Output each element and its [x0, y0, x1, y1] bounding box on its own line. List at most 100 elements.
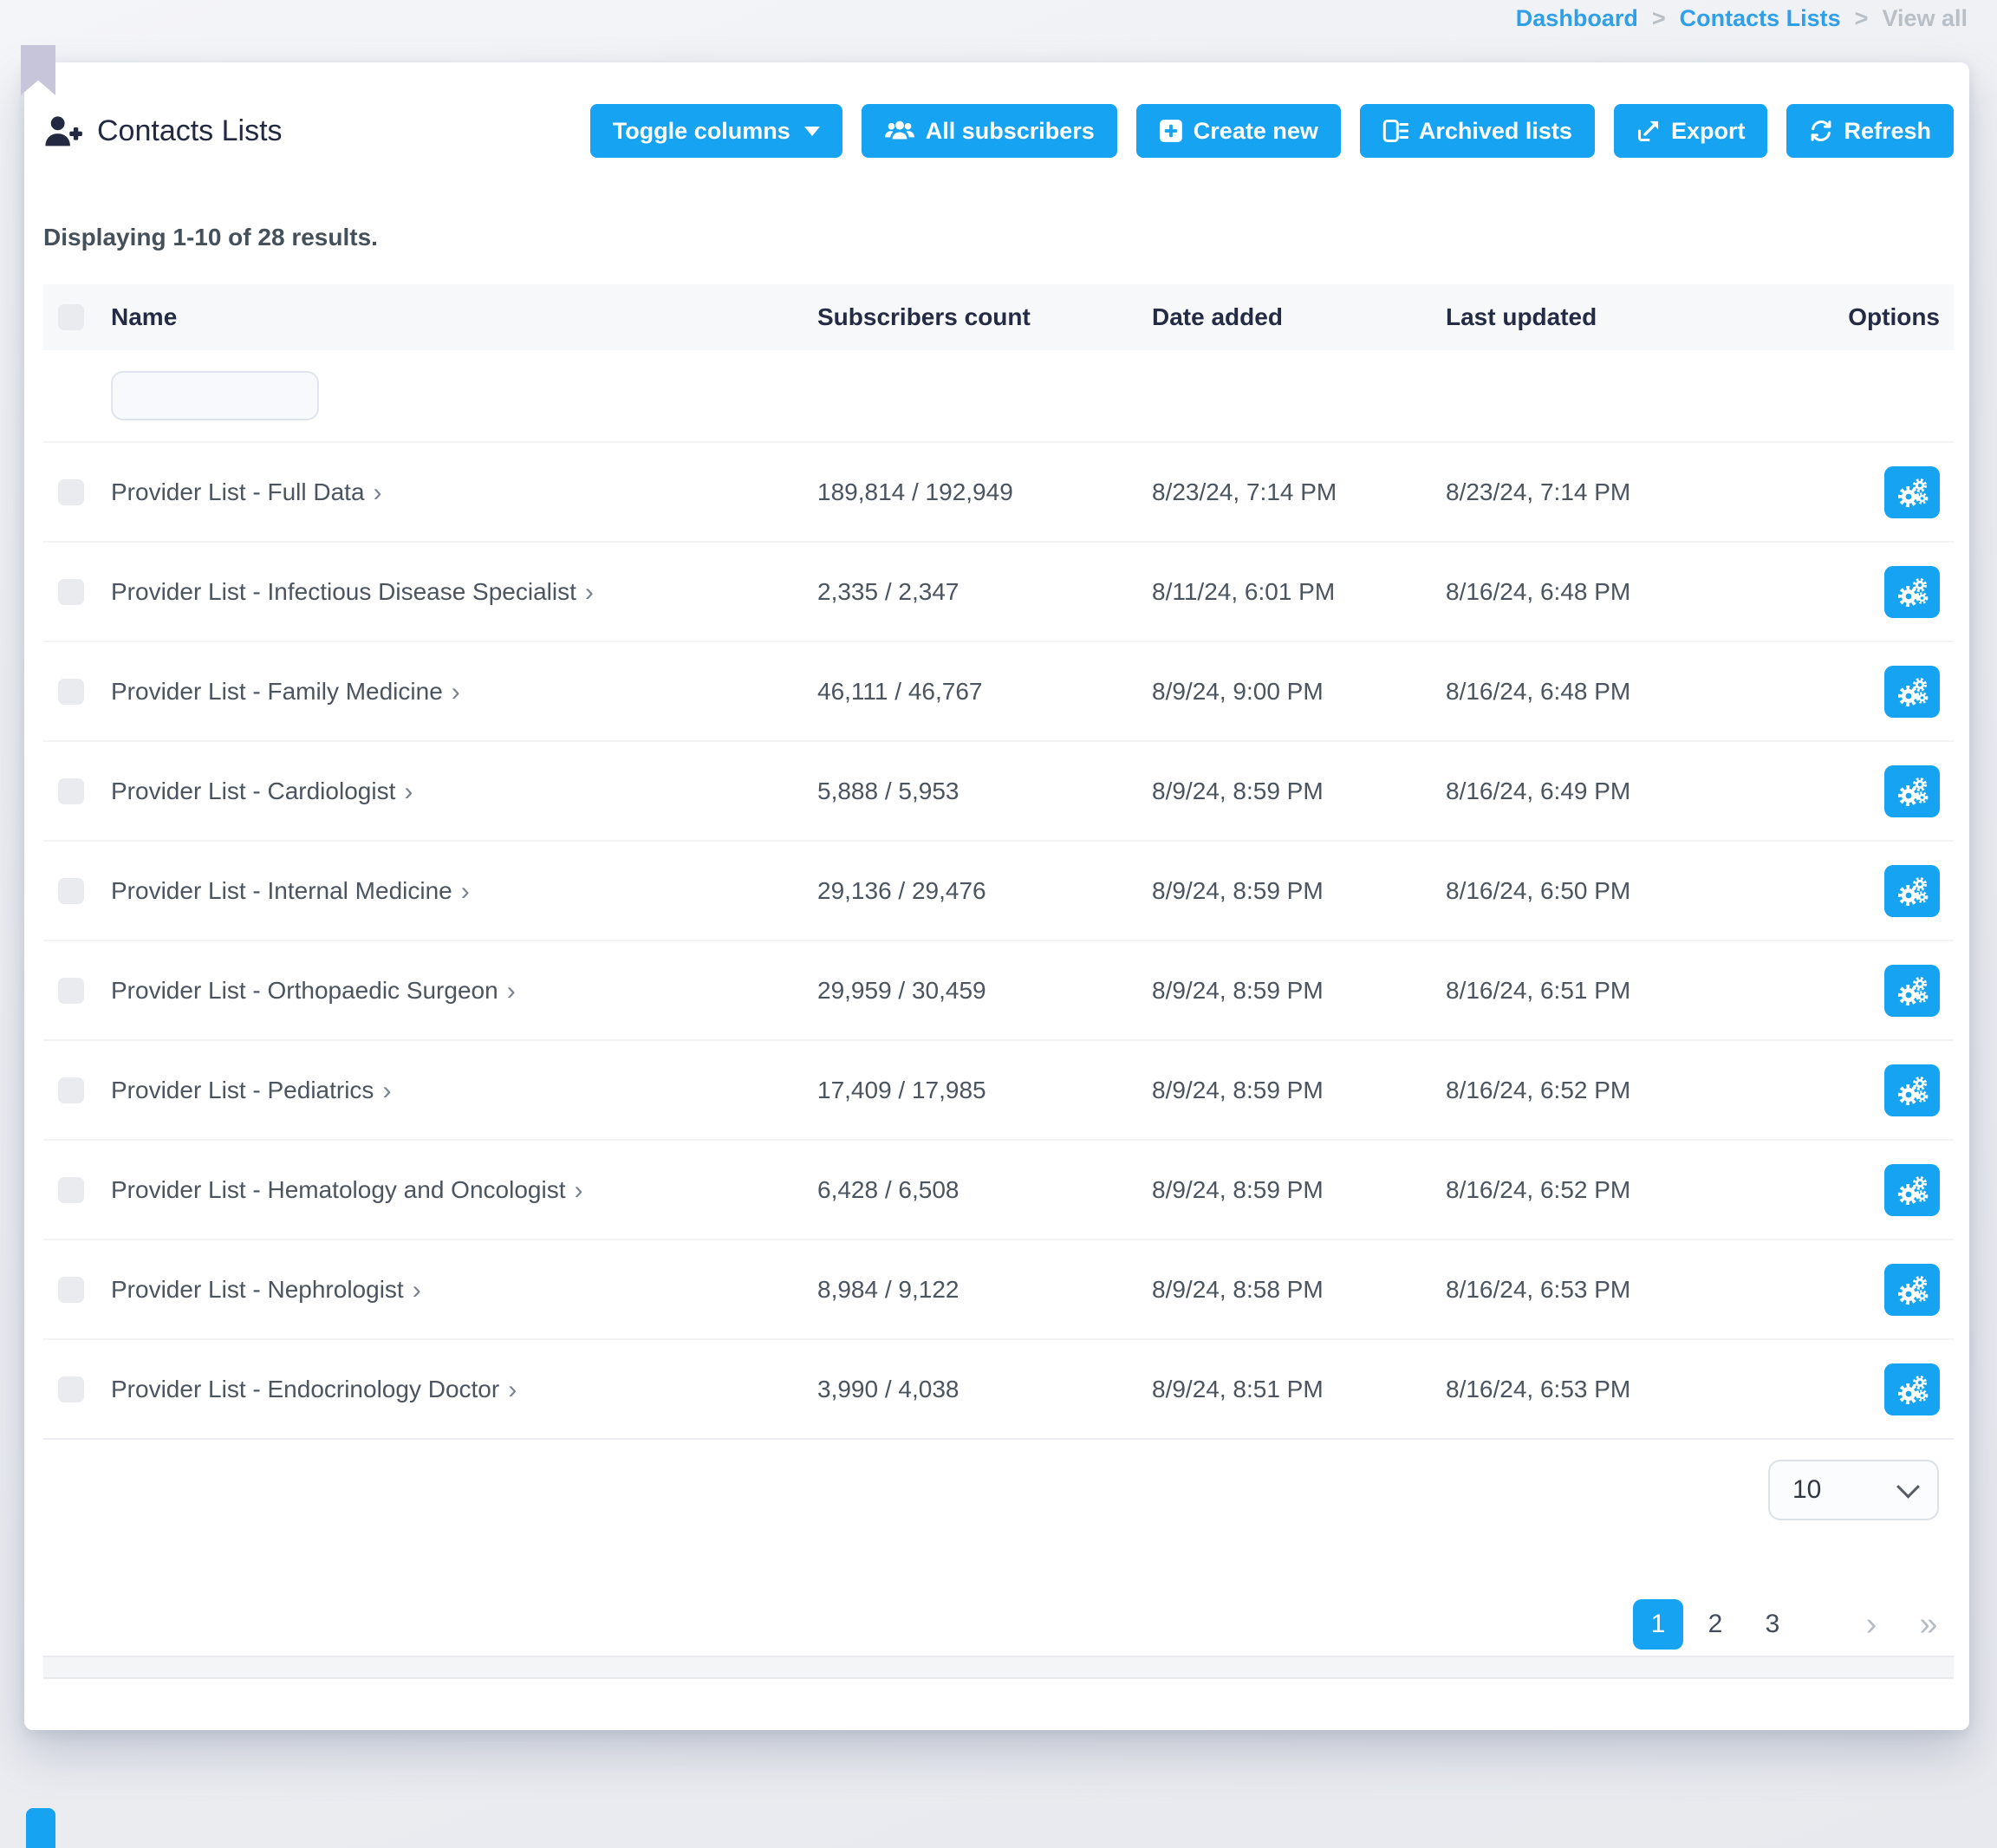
row-options-button[interactable] [1884, 565, 1940, 618]
date-added: 8/23/24, 7:14 PM [1152, 478, 1337, 505]
date-added: 8/9/24, 9:00 PM [1152, 677, 1324, 705]
gears-icon [1898, 677, 1929, 706]
row-options-button[interactable] [1884, 1163, 1940, 1216]
export-button[interactable]: Export [1613, 104, 1768, 158]
row-checkbox[interactable] [58, 1276, 84, 1303]
breadcrumb-contacts-lists-link[interactable]: Contacts Lists [1679, 5, 1841, 31]
last-updated: 8/16/24, 6:53 PM [1446, 1275, 1631, 1303]
table-row: Provider List - Cardiologist › 5,888 / 5,… [43, 740, 1954, 840]
list-name-link[interactable]: Provider List - Nephrologist › [111, 1276, 421, 1304]
row-options-button[interactable] [1884, 964, 1940, 1017]
gears-icon [1898, 1175, 1929, 1205]
list-name-link[interactable]: Provider List - Internal Medicine › [111, 877, 470, 905]
date-added: 8/9/24, 8:59 PM [1152, 976, 1324, 1004]
table-row: Provider List - Full Data › 189,814 / 192… [43, 441, 1954, 541]
row-checkbox[interactable] [58, 977, 84, 1004]
create-new-button[interactable]: Create new [1135, 104, 1341, 158]
list-name-link[interactable]: Provider List - Pediatrics › [111, 1077, 391, 1104]
subscribers-count: 6,428 / 6,508 [817, 1175, 959, 1203]
breadcrumb-dashboard-link[interactable]: Dashboard [1515, 5, 1638, 31]
chevron-right-icon: › [404, 777, 413, 806]
column-header-date-added: Date added [1152, 303, 1283, 330]
page-button-1[interactable]: 1 [1633, 1599, 1683, 1650]
gears-icon [1898, 577, 1929, 607]
user-plus-icon [45, 116, 82, 146]
list-name-link[interactable]: Provider List - Full Data › [111, 478, 382, 506]
table-row: Provider List - Family Medicine › 46,111 … [43, 641, 1954, 740]
gears-icon [1898, 1275, 1929, 1305]
all-subscribers-button[interactable]: All subscribers [861, 104, 1117, 158]
row-checkbox[interactable] [58, 678, 84, 705]
subscribers-count: 5,888 / 5,953 [817, 777, 959, 804]
plus-square-icon [1159, 120, 1182, 142]
toggle-columns-button[interactable]: Toggle columns [589, 104, 842, 158]
list-name: Provider List - Hematology and Oncologis… [111, 1175, 566, 1203]
list-name-link[interactable]: Provider List - Cardiologist › [111, 778, 413, 805]
date-added: 8/9/24, 8:59 PM [1152, 876, 1324, 904]
gears-icon [1898, 777, 1929, 806]
breadcrumb-separator: > [1651, 5, 1666, 31]
list-name-link[interactable]: Provider List - Hematology and Oncologis… [111, 1176, 582, 1204]
archived-lists-button[interactable]: Archived lists [1359, 104, 1595, 158]
subscribers-count: 189,814 / 192,949 [817, 478, 1013, 505]
last-updated: 8/16/24, 6:48 PM [1446, 577, 1631, 605]
row-options-button[interactable] [1884, 765, 1940, 817]
table-bottom-border [43, 1438, 1954, 1440]
next-page-icon[interactable]: › [1865, 1605, 1877, 1643]
page-button-3[interactable]: 3 [1765, 1610, 1780, 1638]
column-header-name: Name [111, 303, 178, 330]
row-options-button[interactable] [1884, 1263, 1940, 1316]
list-name: Provider List - Internal Medicine [111, 876, 452, 904]
row-checkbox[interactable] [58, 478, 84, 505]
list-name-link[interactable]: Provider List - Orthopaedic Surgeon › [111, 977, 516, 1005]
refresh-icon [1812, 120, 1831, 141]
list-name: Provider List - Cardiologist [111, 777, 396, 804]
row-checkbox[interactable] [58, 1077, 84, 1103]
row-checkbox[interactable] [58, 877, 84, 904]
chevron-down-icon [1896, 1474, 1920, 1499]
row-options-button[interactable] [1884, 665, 1940, 718]
chevron-right-icon: › [506, 976, 516, 1005]
row-options-button[interactable] [1884, 465, 1940, 518]
row-checkbox[interactable] [58, 1176, 84, 1203]
table-footer-bar [43, 1656, 1954, 1679]
list-name-link[interactable]: Provider List - Family Medicine › [111, 678, 460, 706]
row-options-button[interactable] [1884, 864, 1940, 917]
per-page-row: 10 [43, 1460, 1954, 1520]
date-added: 8/9/24, 8:59 PM [1152, 1175, 1324, 1203]
row-options-button[interactable] [1884, 1363, 1940, 1415]
refresh-button[interactable]: Refresh [1786, 104, 1954, 158]
table-row: Provider List - Nephrologist › 8,984 / 9,… [43, 1239, 1954, 1338]
offscreen-blue-button[interactable] [26, 1808, 55, 1848]
page-button-2[interactable]: 2 [1708, 1610, 1723, 1638]
list-name: Provider List - Nephrologist [111, 1275, 404, 1303]
per-page-select[interactable]: 10 [1768, 1460, 1939, 1520]
table-row: Provider List - Internal Medicine › 29,13… [43, 840, 1954, 940]
chevron-right-icon: › [508, 1375, 517, 1404]
last-updated: 8/16/24, 6:52 PM [1446, 1175, 1631, 1203]
row-checkbox[interactable] [58, 778, 84, 804]
subscribers-count: 46,111 / 46,767 [817, 677, 983, 705]
name-filter-input[interactable] [111, 371, 319, 420]
row-checkbox[interactable] [58, 578, 84, 605]
row-options-button[interactable] [1884, 1064, 1940, 1116]
chevron-right-icon: › [373, 478, 382, 507]
row-checkbox[interactable] [58, 1376, 84, 1402]
list-name-link[interactable]: Provider List - Infectious Disease Speci… [111, 578, 594, 606]
users-icon [884, 120, 914, 140]
pagination: 1 2 3 › » [43, 1599, 1954, 1650]
subscribers-count: 17,409 / 17,985 [817, 1076, 986, 1103]
toggle-columns-label: Toggle columns [612, 117, 790, 144]
bookmark-icon[interactable] [21, 45, 55, 95]
table-filter-row [43, 350, 1954, 441]
date-added: 8/9/24, 8:51 PM [1152, 1375, 1324, 1402]
page-title: Contacts Lists [43, 114, 283, 148]
last-updated: 8/16/24, 6:52 PM [1446, 1076, 1631, 1103]
subscribers-count: 2,335 / 2,347 [817, 577, 959, 605]
last-page-icon[interactable]: » [1919, 1605, 1938, 1643]
list-name-link[interactable]: Provider List - Endocrinology Doctor › [111, 1376, 517, 1403]
subscribers-count: 29,959 / 30,459 [817, 976, 986, 1004]
gears-icon [1898, 478, 1929, 507]
gears-icon [1898, 876, 1929, 906]
select-all-checkbox[interactable] [58, 304, 84, 330]
